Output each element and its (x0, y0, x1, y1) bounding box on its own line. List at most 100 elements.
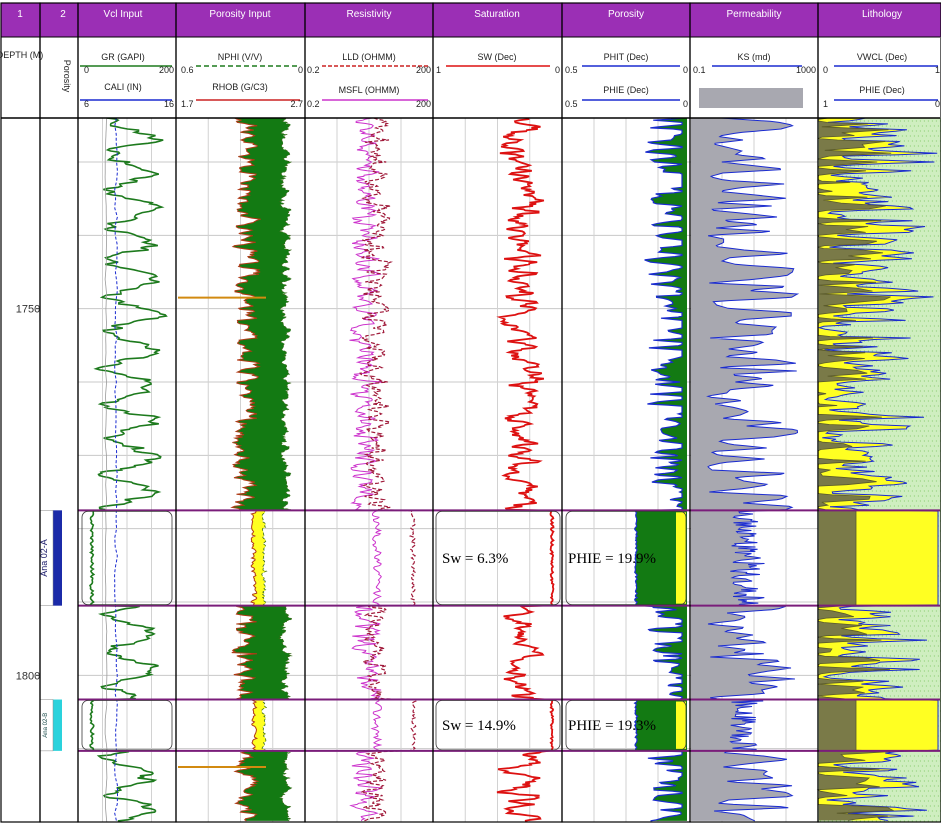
lith-speckle (901, 695, 904, 697)
lith-speckle (905, 805, 908, 807)
lith-speckle (919, 490, 922, 492)
track-frame (817, 2, 941, 823)
lith-speckle (861, 675, 864, 677)
lith-speckle (875, 350, 878, 352)
lith-speckle (889, 385, 892, 387)
lith-speckle (845, 175, 848, 177)
lith-speckle (929, 755, 932, 757)
lith-speckle (883, 620, 886, 622)
lith-speckle (893, 435, 896, 437)
lith-speckle (923, 430, 926, 432)
lith-speckle (927, 640, 930, 642)
lith-speckle (927, 670, 930, 672)
lith-speckle (933, 465, 936, 467)
lith-speckle (891, 270, 894, 272)
lith-speckle (863, 490, 866, 492)
lith-speckle (889, 305, 892, 307)
lith-speckle (935, 800, 938, 802)
lith-speckle (913, 655, 916, 657)
lith-speckle (931, 250, 934, 252)
lith-speckle (907, 140, 910, 142)
lith-speckle (909, 445, 912, 447)
lith-speckle (873, 635, 876, 637)
lith-speckle (883, 370, 886, 372)
lith-speckle (907, 150, 910, 152)
lith-speckle (873, 235, 876, 237)
lith-speckle (911, 670, 914, 672)
lith-speckle (897, 465, 900, 467)
lith-speckle (917, 655, 920, 657)
lith-speckle (937, 185, 940, 187)
lith-speckle (937, 355, 940, 357)
lith-speckle (901, 305, 904, 307)
gr-right: 200 (159, 65, 174, 75)
lith-speckle (899, 800, 902, 802)
lith-speckle (903, 490, 906, 492)
lith-speckle (887, 470, 890, 472)
lith-speckle (921, 195, 924, 197)
lith-speckle (891, 350, 894, 352)
lith-speckle (905, 755, 908, 757)
gr-left: 0 (84, 65, 89, 75)
lith-speckle (855, 410, 858, 412)
lith-speckle (921, 665, 924, 667)
lith-speckle (917, 805, 920, 807)
lith-speckle (903, 310, 906, 312)
lith-speckle (935, 680, 938, 682)
lith-speckle (897, 355, 900, 357)
lith-speckle (903, 140, 906, 142)
lith-speckle (895, 190, 898, 192)
lith-speckle (915, 440, 918, 442)
lith-speckle (919, 120, 922, 122)
lith-speckle (877, 345, 880, 347)
lith-speckle (937, 675, 940, 677)
lith-speckle (863, 400, 866, 402)
lith-speckle (929, 505, 932, 507)
lith-speckle (905, 185, 908, 187)
lith-speckle (883, 380, 886, 382)
lith-speckle (867, 350, 870, 352)
lith-speckle (851, 800, 854, 802)
lith-speckle (897, 215, 900, 217)
lith-speckle (859, 410, 862, 412)
lith-speckle (913, 375, 916, 377)
lith-speckle (929, 635, 932, 637)
lith-speckle (895, 360, 898, 362)
lith-speckle (885, 335, 888, 337)
lith-speckle (869, 165, 872, 167)
lith-speckle (895, 210, 898, 212)
lith-speckle (935, 300, 938, 302)
lith-speckle (933, 165, 936, 167)
lith-speckle (885, 385, 888, 387)
lith-speckle (937, 225, 940, 227)
lith-speckle (909, 795, 912, 797)
lith-speckle (875, 180, 878, 182)
lith-speckle (901, 265, 904, 267)
lith-speckle (881, 505, 884, 507)
lith-speckle (895, 690, 898, 692)
lith-speckle (907, 270, 910, 272)
lith-speckle (907, 190, 910, 192)
lith-speckle (901, 405, 904, 407)
lith-speckle (897, 795, 900, 797)
lith-speckle (885, 455, 888, 457)
lith-speckle (921, 165, 924, 167)
lith-speckle (923, 490, 926, 492)
lith-speckle (933, 245, 936, 247)
lith-speckle (917, 285, 920, 287)
lith-speckle (893, 455, 896, 457)
lith-speckle (929, 265, 932, 267)
lith-speckle (917, 165, 920, 167)
phie-left: 0.5 (565, 99, 578, 109)
lith-speckle (891, 190, 894, 192)
nphi-right: 0 (298, 65, 303, 75)
nphi-left: 0.6 (181, 65, 194, 75)
lith-speckle (855, 120, 858, 122)
lith-speckle (913, 385, 916, 387)
lith-speckle (917, 445, 920, 447)
lith-speckle (895, 240, 898, 242)
lith-speckle (891, 280, 894, 282)
lith-speckle (873, 365, 876, 367)
lith-speckle (931, 760, 934, 762)
lith-speckle (899, 370, 902, 372)
